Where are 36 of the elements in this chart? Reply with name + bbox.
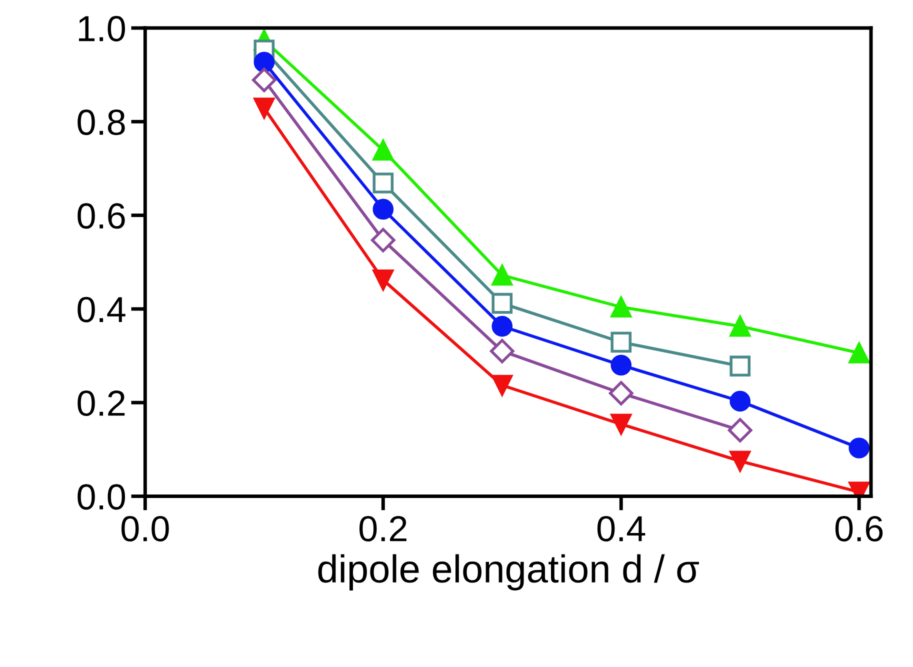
point — [730, 450, 751, 472]
point — [610, 332, 632, 353]
point — [254, 52, 275, 73]
point — [372, 198, 394, 220]
point — [730, 390, 751, 412]
point — [252, 68, 276, 92]
point — [730, 316, 751, 337]
point — [490, 338, 514, 364]
point — [728, 418, 752, 442]
point — [492, 374, 513, 396]
point — [492, 316, 513, 337]
point — [370, 228, 396, 252]
point — [372, 172, 394, 194]
point — [492, 292, 513, 314]
y-tick-label: 0.6 — [78, 203, 125, 229]
point — [254, 98, 275, 118]
y-tick-label: 0.0 — [78, 484, 126, 510]
point — [730, 356, 751, 376]
y-tick-label: 1.0 — [78, 16, 126, 42]
point — [610, 354, 632, 376]
point — [610, 296, 632, 318]
point — [848, 438, 870, 458]
point — [848, 342, 870, 364]
point — [610, 414, 632, 435]
point — [492, 264, 513, 286]
x-tick-label: 0.2 — [359, 516, 406, 542]
x-tick-label: 0.6 — [835, 516, 883, 542]
y-tick-label: 0.8 — [78, 110, 125, 136]
x-axis-title: dipole elongation d / σ — [318, 554, 699, 590]
point — [372, 270, 394, 290]
x-tick-label: 0.4 — [597, 516, 646, 542]
y-tick-label: 0.4 — [78, 296, 126, 322]
x-tick-label: 0.0 — [121, 516, 169, 542]
y-tick-label: 0.2 — [78, 390, 125, 416]
point — [608, 381, 634, 406]
point — [372, 140, 394, 161]
